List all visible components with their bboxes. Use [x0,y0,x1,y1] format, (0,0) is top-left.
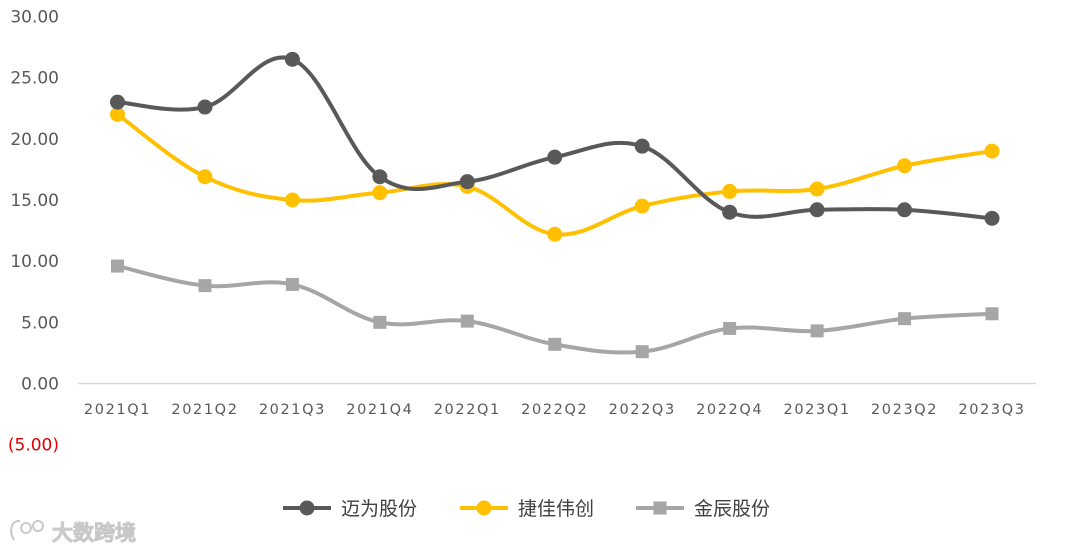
y-tick-label: 10.00 [10,252,59,272]
series-2-point [634,198,650,214]
series-3-point [635,345,649,359]
legend-item: 迈为股份 [283,498,417,520]
series-1-point [459,174,475,190]
series-1-point [197,99,213,115]
series-1-point [809,202,825,218]
series-2-point [547,226,563,242]
series-markers [110,51,1000,359]
series-2-point [722,183,738,199]
series-2-point [897,158,913,174]
x-tick-label: 2021Q3 [259,402,326,418]
series-2-point [284,192,300,208]
series-3-point [548,337,562,351]
y-axis-ticks: 30.00 25.00 20.00 15.00 10.00 5.00 0.00 (5.00) [8,8,59,456]
series-3-point [723,321,737,335]
y-tick-label: (5.00) [8,436,59,456]
legend-label: 捷佳伟创 [518,498,594,520]
legend-label: 金辰股份 [694,498,770,520]
series-1-point [897,202,913,218]
series-2-point [110,106,125,122]
series-3-point [373,315,387,329]
series-2-point [372,185,388,201]
y-tick-label: 5.00 [21,313,59,333]
series-3-point [810,324,824,338]
x-tick-label: 2022Q3 [609,402,676,418]
legend-item: 捷佳伟创 [460,498,594,520]
series-lines [115,55,994,355]
series-3-point [111,259,124,273]
legend: 迈为股份 捷佳伟创 金辰股份 [283,498,770,520]
x-tick-label: 2021Q1 [84,402,151,418]
x-tick-label: 2023Q3 [958,402,1025,418]
series-3-point [198,279,212,293]
y-tick-label: 25.00 [10,69,59,89]
y-tick-label: 15.00 [10,191,59,211]
series-line-2 [115,112,994,237]
series-3-point [285,277,299,291]
legend-marker [653,501,667,515]
series-1-point [372,169,388,185]
x-tick-label: 2021Q4 [346,402,413,418]
x-tick-label: 2022Q4 [696,402,763,418]
watermark-text: 大数跨境 [52,521,136,545]
x-tick-label: 2023Q2 [871,402,938,418]
legend-marker [476,500,492,516]
legend-item: 金辰股份 [636,498,770,520]
legend-label: 迈为股份 [341,498,417,520]
series-2-point [809,181,825,197]
series-1-point [110,94,125,110]
series-3-point [898,312,912,326]
series-line-1 [115,55,994,221]
series-1-point [634,138,650,154]
series-3-point [985,307,999,321]
series-1-point [984,210,1000,226]
series-2-point [197,169,213,185]
y-tick-label: 30.00 [10,8,59,28]
y-tick-label: 0.00 [21,375,59,395]
x-axis-ticks: 2021Q1 2021Q2 2021Q3 2021Q4 2022Q1 2022Q2 2022… [84,402,1025,418]
x-tick-label: 2021Q2 [171,402,238,418]
series-2-point [984,143,1000,159]
series-1-point [722,204,738,220]
x-tick-label: 2023Q1 [784,402,851,418]
watermark-logo-icon [10,519,44,541]
watermark: 大数跨境 [10,519,136,545]
series-1-point [547,149,563,165]
series-1-point [284,51,300,67]
x-tick-label: 2022Q1 [434,402,501,418]
series-3-point [460,314,474,328]
y-tick-label: 20.00 [10,130,59,150]
legend-marker [299,500,315,516]
x-tick-label: 2022Q2 [521,402,588,418]
